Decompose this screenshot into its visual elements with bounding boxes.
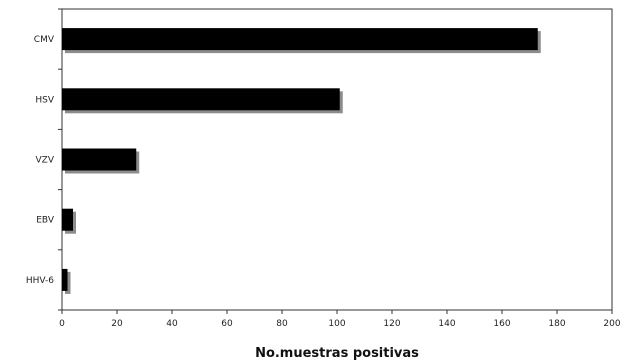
bar-hhv-6 <box>62 268 68 291</box>
x-tick-label: 0 <box>59 319 65 329</box>
x-axis-title: No.muestras positivas <box>255 346 419 361</box>
bar-shadow-hhv-6 <box>65 271 71 294</box>
x-tick-label: 140 <box>438 319 455 329</box>
bar-hsv <box>62 88 340 111</box>
x-axis: 0 20 40 60 80 100 120 140 160 180 200 <box>59 310 621 329</box>
bar-ebv <box>62 208 73 231</box>
x-tick-label: 200 <box>603 319 620 329</box>
x-tick-label: 60 <box>221 319 233 329</box>
y-tick-label: HHV-6 <box>26 276 54 286</box>
x-tick-label: 100 <box>328 319 345 329</box>
x-tick-label: 20 <box>111 319 123 329</box>
y-tick-label: CMV <box>34 35 55 45</box>
x-tick-label: 180 <box>548 319 565 329</box>
bar-cmv <box>62 28 538 51</box>
y-tick-label: EBV <box>36 216 55 226</box>
y-tick-label: HSV <box>35 95 54 105</box>
bars-group <box>62 28 541 294</box>
x-tick-label: 160 <box>493 319 510 329</box>
plot-area <box>61 8 613 311</box>
y-tick-label: VZV <box>36 156 55 166</box>
x-tick-label: 120 <box>383 319 400 329</box>
bar-vzv <box>62 148 137 171</box>
x-tick-label: 80 <box>276 319 288 329</box>
y-axis: CMV HSV VZV EBV HHV-6 <box>26 8 62 311</box>
x-tick-label: 40 <box>166 319 178 329</box>
